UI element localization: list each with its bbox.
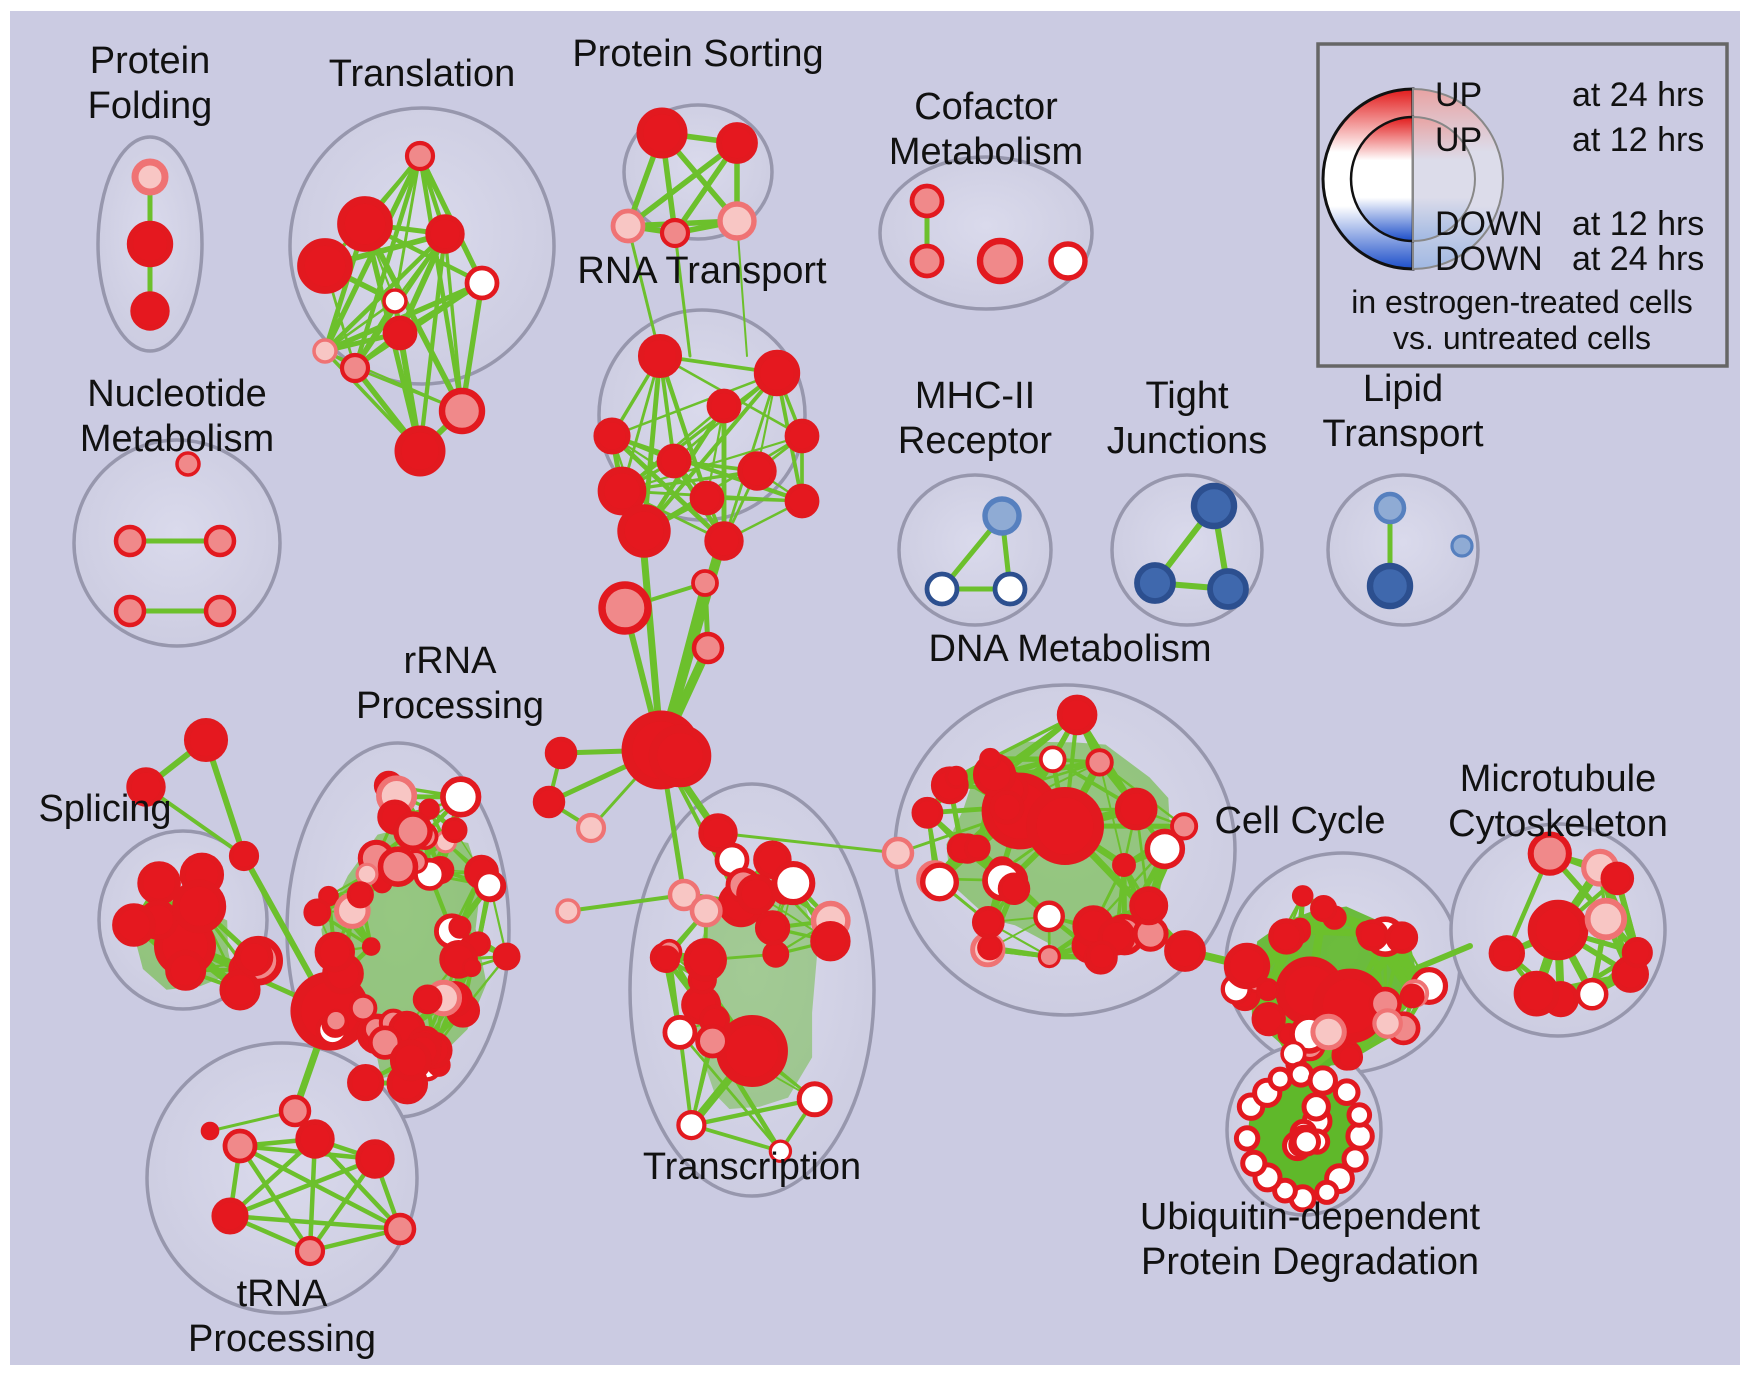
svg-text:Metabolism: Metabolism	[889, 131, 1083, 173]
svg-text:vs. untreated cells: vs. untreated cells	[1393, 320, 1651, 356]
svg-text:Splicing: Splicing	[38, 788, 171, 830]
svg-text:Tight: Tight	[1145, 375, 1229, 417]
svg-text:Cell Cycle: Cell Cycle	[1214, 800, 1385, 842]
svg-text:Translation: Translation	[329, 53, 516, 95]
svg-text:tRNA: tRNA	[237, 1273, 328, 1315]
svg-text:Transport: Transport	[1322, 413, 1484, 455]
svg-text:Cytoskeleton: Cytoskeleton	[1448, 803, 1668, 845]
svg-text:Processing: Processing	[356, 685, 544, 727]
svg-text:Metabolism: Metabolism	[80, 418, 274, 460]
svg-text:Protein Sorting: Protein Sorting	[572, 33, 823, 75]
svg-text:at 12 hrs: at 12 hrs	[1572, 121, 1704, 159]
svg-text:Ubiquitin-dependent: Ubiquitin-dependent	[1140, 1196, 1481, 1238]
svg-text:Folding: Folding	[88, 85, 213, 127]
svg-text:Protein: Protein	[90, 40, 210, 82]
svg-text:DOWN: DOWN	[1435, 205, 1543, 243]
svg-text:Microtubule: Microtubule	[1460, 758, 1656, 800]
svg-text:Junctions: Junctions	[1107, 420, 1268, 462]
svg-text:rRNA: rRNA	[404, 640, 498, 682]
svg-text:Processing: Processing	[188, 1318, 376, 1360]
svg-text:MHC-II: MHC-II	[915, 375, 1035, 417]
svg-text:Lipid: Lipid	[1363, 368, 1443, 410]
svg-text:at 24 hrs: at 24 hrs	[1572, 76, 1704, 114]
svg-text:Receptor: Receptor	[898, 420, 1053, 462]
svg-text:at 24 hrs: at 24 hrs	[1572, 240, 1704, 278]
svg-text:Protein Degradation: Protein Degradation	[1141, 1241, 1479, 1283]
svg-text:DNA Metabolism: DNA Metabolism	[929, 628, 1212, 670]
svg-text:at 12 hrs: at 12 hrs	[1572, 205, 1704, 243]
svg-text:DOWN: DOWN	[1435, 240, 1543, 278]
svg-text:Cofactor: Cofactor	[914, 86, 1058, 128]
svg-text:UP: UP	[1435, 76, 1482, 114]
svg-text:RNA Transport: RNA Transport	[577, 250, 827, 292]
svg-text:in estrogen-treated cells: in estrogen-treated cells	[1351, 284, 1693, 320]
svg-text:Nucleotide: Nucleotide	[87, 373, 267, 415]
svg-text:UP: UP	[1435, 121, 1482, 159]
svg-text:Transcription: Transcription	[643, 1146, 861, 1188]
